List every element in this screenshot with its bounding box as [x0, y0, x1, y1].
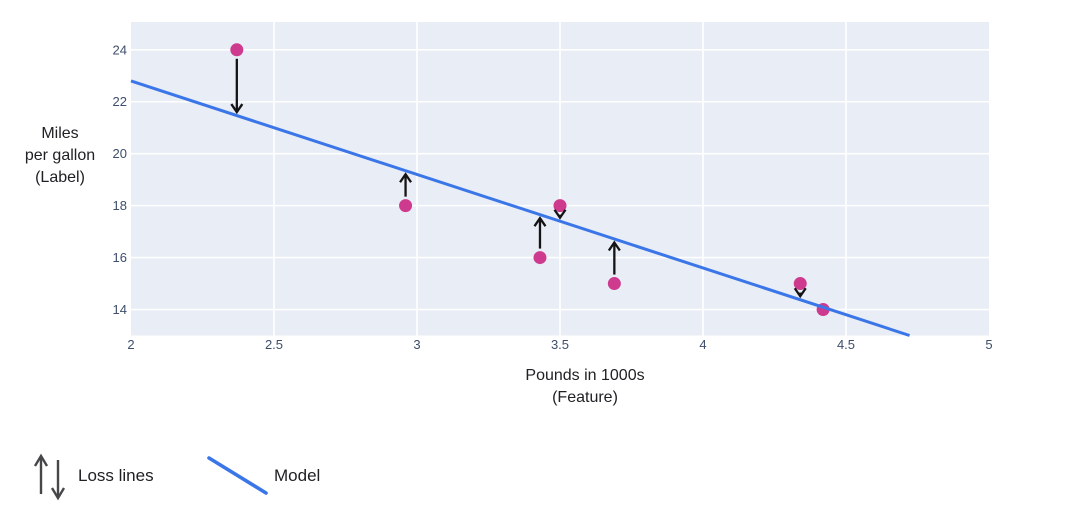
chart-canvas: 2 2.5 3 3.5 4 4.5 5 14 16 18 20 22 24: [113, 22, 993, 352]
x-tick-label: 2: [127, 337, 134, 352]
y-tick-label: 18: [113, 198, 127, 213]
y-tick-label: 22: [113, 94, 127, 109]
loss-arrow: [533, 216, 547, 249]
loss-arrow-head: [230, 103, 244, 115]
model-line-icon: [207, 456, 268, 495]
loss-arrow-head: [533, 216, 547, 227]
loss-arrow-head: [793, 287, 807, 299]
legend-loss-label: Loss lines: [78, 466, 154, 485]
loss-arrow: [230, 58, 244, 115]
legend: Loss lines Model: [0, 448, 1080, 508]
data-point: [607, 277, 621, 291]
y-tick-label: 20: [113, 146, 127, 161]
x-tick-label: 2.5: [265, 337, 283, 352]
x-tick-label: 3.5: [551, 337, 569, 352]
loss-lines-icon: [33, 453, 66, 501]
y-axis-title: Miles per gallon (Label): [24, 125, 96, 186]
x-tick-label: 4: [699, 337, 706, 352]
loss-arrow: [553, 209, 567, 220]
y-tick-label: 14: [113, 302, 127, 317]
loss-arrow: [793, 287, 807, 299]
data-point: [399, 199, 413, 213]
x-axis-title: Pounds in 1000s (Feature): [525, 367, 645, 406]
y-tick-label: 16: [113, 250, 127, 265]
up-arrow-icon: [33, 453, 49, 494]
data-point: [553, 199, 567, 213]
y-tick-label: 24: [113, 42, 127, 57]
loss-arrow: [607, 240, 621, 275]
data-point: [230, 43, 244, 57]
loss-arrow-head: [607, 240, 621, 252]
loss-arrow: [399, 172, 413, 197]
loss-arrow-head: [399, 172, 413, 183]
x-tick-label: 3: [413, 337, 420, 352]
data-point: [533, 251, 547, 265]
data-point: [793, 277, 807, 291]
down-arrow-icon: [50, 460, 66, 501]
loss-arrow-head: [553, 209, 567, 220]
legend-model-label: Model: [274, 466, 321, 485]
x-tick-label: 5: [985, 337, 992, 352]
x-tick-label: 4.5: [837, 337, 855, 352]
model-line: [130, 79, 911, 337]
